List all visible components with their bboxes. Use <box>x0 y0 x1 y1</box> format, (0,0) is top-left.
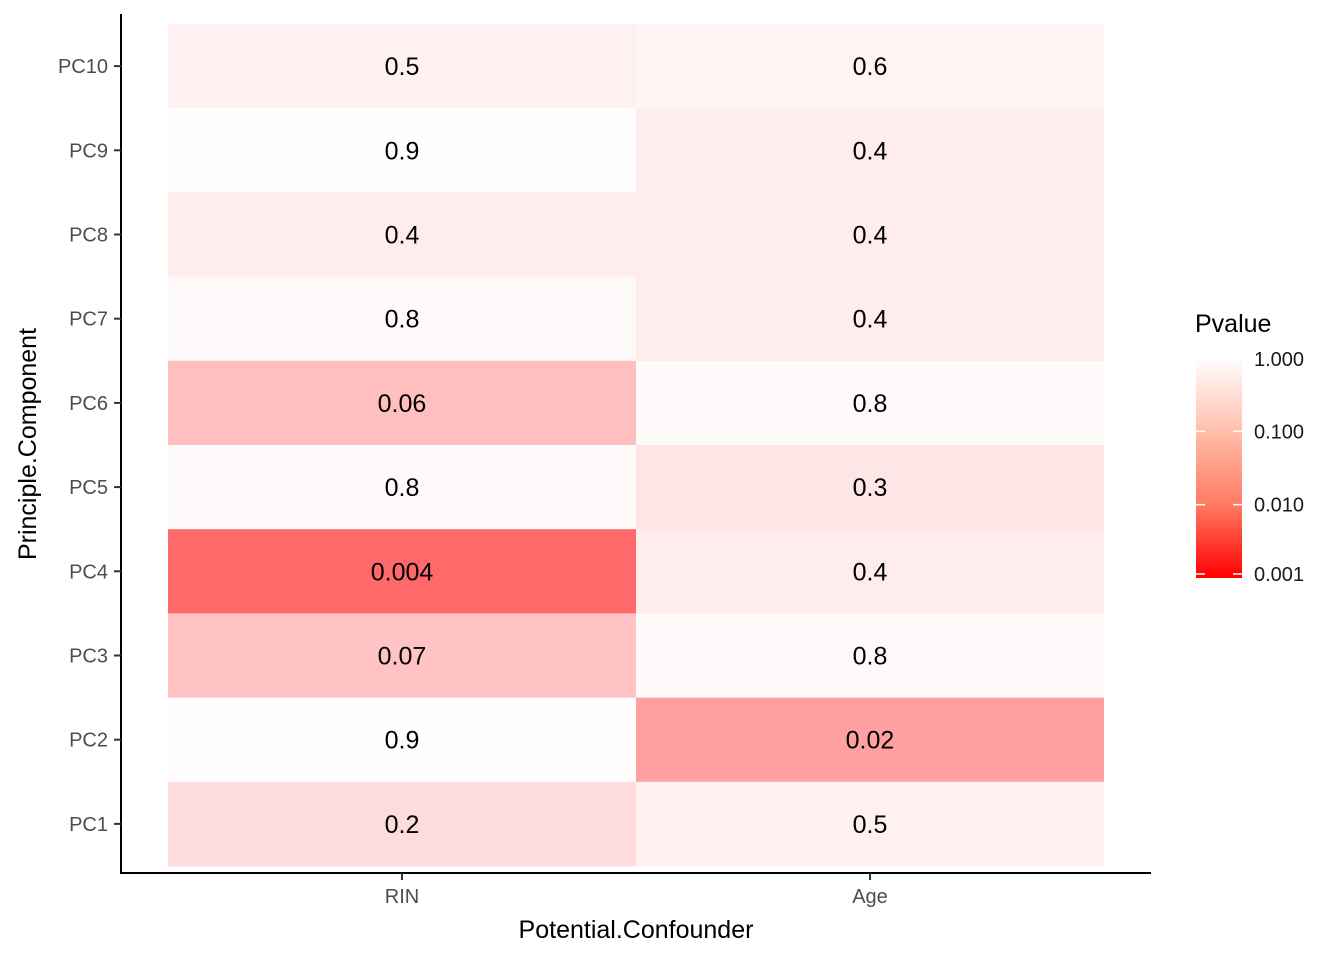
heatmap-cell-rin-pc2 <box>168 697 636 783</box>
y-tick-label: PC8 <box>69 225 108 247</box>
heatmap-cell-age-pc5 <box>636 445 1104 530</box>
y-tick-label: PC4 <box>69 561 108 583</box>
heatmap-cell-rin-pc3 <box>168 613 636 699</box>
cell-value-label: 0.07 <box>378 643 427 671</box>
cell-value-label: 0.8 <box>853 643 888 671</box>
axis-ticks: PC1 PC2 PC3 PC4 PC5 PC6 PC7 PC8 PC9 PC10 RIN Age <box>58 56 888 908</box>
heatmap-cell-rin-pc6 <box>168 360 636 446</box>
legend: Pvalue 1.000 0.100 0.010 0.001 <box>1195 310 1304 586</box>
y-tick-label: PC10 <box>58 56 108 78</box>
heatmap-cell-age-pc8 <box>636 192 1104 278</box>
cell-value-label: 0.06 <box>378 390 427 418</box>
heatmap-cell-age-pc10 <box>636 24 1104 109</box>
heatmap-cell-rin-pc10 <box>168 24 636 109</box>
y-tick-label: PC1 <box>69 814 108 836</box>
y-tick-label: PC9 <box>69 140 108 162</box>
cell-value-label: 0.4 <box>385 222 420 250</box>
cell-value-label: 0.3 <box>853 474 888 502</box>
cell-value-label: 0.4 <box>853 306 888 334</box>
heatmap-cell-age-pc2 <box>636 697 1104 783</box>
heatmap-cell-rin-pc4 <box>168 529 636 614</box>
y-tick-label: PC3 <box>69 646 108 668</box>
cell-value-label: 0.9 <box>385 137 420 165</box>
cell-value-label: 0.2 <box>385 811 420 839</box>
y-tick-label: PC5 <box>69 477 108 499</box>
cell-value-label: 0.5 <box>853 811 888 839</box>
legend-tick-label: 0.100 <box>1254 421 1304 443</box>
legend-tick-label: 0.001 <box>1254 564 1304 586</box>
y-tick-label: PC6 <box>69 393 108 415</box>
heatmap-cell-age-pc6 <box>636 360 1104 446</box>
axes <box>120 14 1151 874</box>
heatmap-cell-rin-pc5 <box>168 445 636 530</box>
cell-value-label: 0.8 <box>385 306 420 334</box>
heatmap-cell-rin-pc8 <box>168 192 636 278</box>
heatmap-cell-age-pc9 <box>636 108 1104 193</box>
cell-value-label: 0.8 <box>853 390 888 418</box>
y-axis-title: Principle.Component <box>14 328 42 560</box>
heatmap-cell-rin-pc9 <box>168 108 636 193</box>
cell-value-label: 0.5 <box>385 53 420 81</box>
heatmap-cell-age-pc4 <box>636 529 1104 614</box>
cell-value-label: 0.9 <box>385 727 420 755</box>
cell-value-label: 0.4 <box>853 222 888 250</box>
cell-value-label: 0.004 <box>371 558 434 586</box>
cell-value-label: 0.4 <box>853 558 888 586</box>
y-tick-label: PC7 <box>69 309 108 331</box>
heatmap-cell-age-pc3 <box>636 613 1104 699</box>
heatmap-cell-age-pc7 <box>636 276 1104 362</box>
x-tick-label: Age <box>852 886 888 908</box>
cell-value-label: 0.8 <box>385 474 420 502</box>
cell-value-label: 0.02 <box>846 727 895 755</box>
x-tick-label: RIN <box>385 886 419 908</box>
heatmap-cells: 0.5 0.6 0.9 0.4 0.4 0.4 0.8 0.4 0.06 0.8 0.8 0.3 0.0… <box>168 24 1104 867</box>
cell-value-label: 0.4 <box>853 137 888 165</box>
heatmap-cell-rin-pc7 <box>168 276 636 362</box>
x-axis-title: Potential.Confounder <box>519 916 754 944</box>
legend-colorbar <box>1196 358 1242 578</box>
legend-title: Pvalue <box>1195 310 1271 338</box>
legend-tick-label: 0.010 <box>1254 495 1304 517</box>
heatmap-cell-age-pc1 <box>636 781 1104 867</box>
legend-tick-label: 1.000 <box>1254 349 1304 371</box>
y-tick-label: PC2 <box>69 730 108 752</box>
cell-value-label: 0.6 <box>853 53 888 81</box>
heatmap-cell-rin-pc1 <box>168 781 636 867</box>
